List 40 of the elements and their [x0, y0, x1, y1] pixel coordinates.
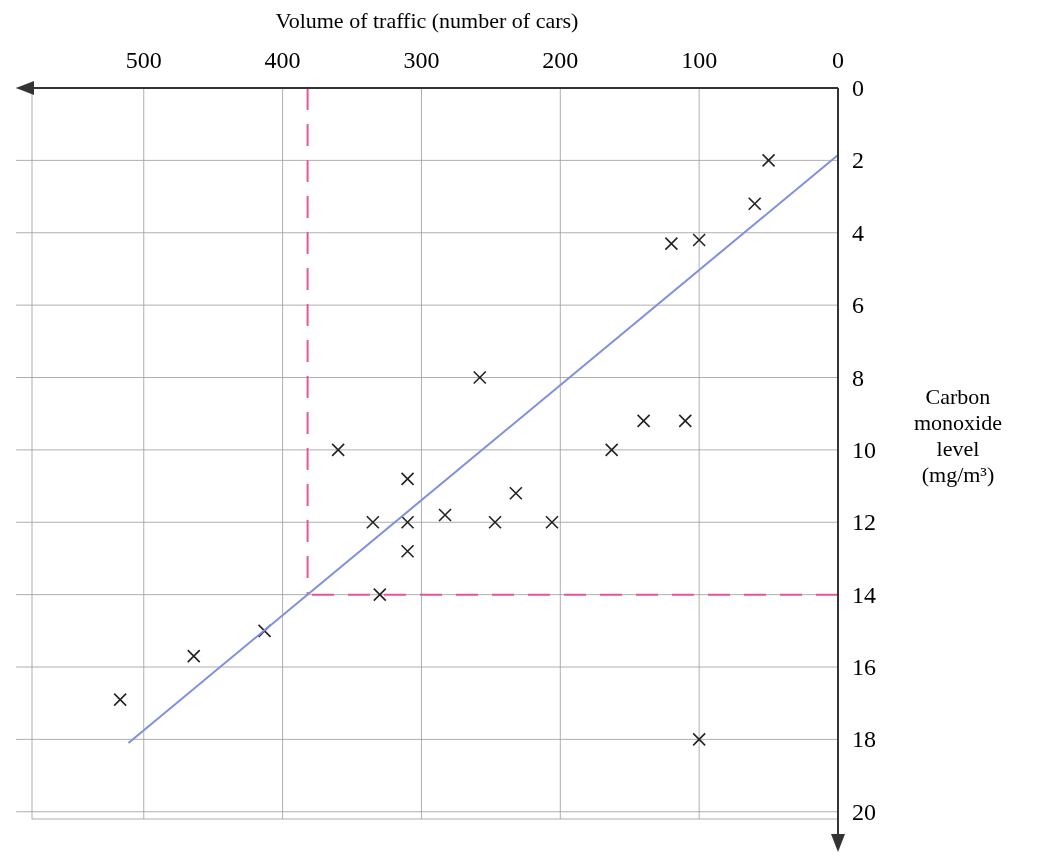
- y-tick-label: 0: [852, 75, 864, 101]
- y-tick-label: 2: [852, 147, 864, 174]
- point: [400, 472, 415, 486]
- y-tick-label: 6: [852, 292, 864, 319]
- point: [331, 443, 345, 457]
- point: [400, 515, 415, 530]
- x-tick-label: 500: [125, 47, 162, 73]
- point: [636, 414, 651, 428]
- point: [692, 732, 706, 747]
- x-tick-label: 300: [403, 47, 440, 73]
- point: [372, 587, 387, 602]
- point: [604, 443, 619, 457]
- y-tick-label: 16: [852, 654, 876, 681]
- y-tick-label: 4: [852, 219, 864, 246]
- x-tick-label: 200: [542, 47, 579, 73]
- point: [113, 692, 127, 707]
- point: [747, 197, 762, 211]
- point: [400, 544, 415, 559]
- y-tick-label: 14: [852, 581, 876, 608]
- y-axis-title: Carbon monoxide level (mg/m³): [914, 383, 1002, 487]
- point: [678, 414, 693, 428]
- y-tick-label: 8: [852, 364, 864, 391]
- point: [438, 508, 452, 522]
- point: [761, 153, 776, 168]
- point: [545, 515, 559, 530]
- x-tick-label: 100: [681, 47, 718, 73]
- y-tick-label: 12: [852, 509, 876, 536]
- point: [509, 486, 523, 501]
- point: [488, 515, 502, 530]
- y-tick-label: 10: [852, 436, 876, 463]
- point: [664, 236, 679, 251]
- y-tick-label: 20: [852, 798, 876, 825]
- point: [366, 515, 380, 530]
- point: [692, 233, 706, 247]
- x-tick-label: 0: [832, 47, 844, 73]
- y-tick-label: 18: [852, 726, 876, 753]
- x-axis-title: Volume of traffic (number of cars): [275, 8, 579, 33]
- point: [472, 370, 487, 385]
- point: [186, 649, 201, 663]
- x-tick-label: 400: [264, 47, 301, 73]
